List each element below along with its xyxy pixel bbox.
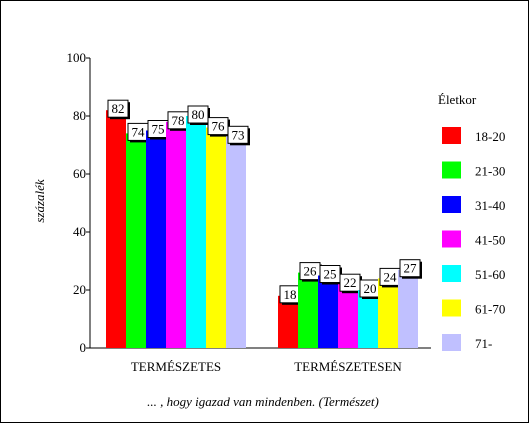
legend-swatch [442,299,461,317]
y-axis-label: százalék [32,179,47,223]
bar [358,290,378,348]
bar [146,130,166,348]
legend-title: Életkor [438,92,477,107]
data-label: 26 [304,264,318,279]
bar [226,136,246,348]
legend: Életkor 18-20 21-30 31-40 41-50 51-60 61-70 71… [438,92,505,351]
bar [126,133,146,348]
legend-swatch [442,196,461,213]
legend-swatch [442,127,461,144]
data-label: 20 [364,281,377,296]
data-label-box [399,259,421,278]
bar [186,116,206,348]
data-label: 73 [232,127,245,142]
data-label-box [107,99,129,118]
category-labels: TERMÉSZETES TERMÉSZETESEN [131,359,403,374]
bar [378,278,398,348]
bar [398,269,418,348]
data-label: 80 [192,107,205,122]
legend-label: 41-50 [475,233,505,248]
data-label-box [227,125,249,144]
y-tick-label: 60 [73,166,86,181]
legend-swatch [442,230,461,248]
bar [278,295,298,348]
bar [166,121,186,348]
y-tick-label: 100 [67,50,87,65]
data-label: 75 [152,122,165,137]
bar [106,110,126,348]
y-tick-label: 0 [80,340,87,355]
data-label: 18 [284,287,297,302]
x-axis-caption: ... , hogy igazad van mindenben. (Termés… [147,394,379,409]
bars: 82 74 75 78 80 76 73 18 26 25 22 20 24 27 [106,99,422,348]
legend-label: 61-70 [475,302,505,317]
data-label: 22 [344,275,357,290]
legend-label: 71- [475,336,492,351]
legend-swatch [442,161,461,179]
legend-label: 21-30 [475,164,505,179]
data-label: 74 [132,124,146,139]
data-label: 24 [384,269,398,284]
bar [338,284,358,348]
bar [206,127,226,348]
category-label: TERMÉSZETESEN [294,359,402,374]
data-label: 25 [324,267,337,282]
data-label: 76 [212,119,226,134]
y-tick-label: 80 [73,108,86,123]
legend-label: 31-40 [475,198,505,213]
legend-label: 51-60 [475,267,505,282]
data-label: 82 [112,101,125,116]
data-label-box [187,105,209,124]
legend-swatch [442,334,461,351]
y-tick-label: 40 [73,224,86,239]
bar [298,272,318,348]
legend-label: 18-20 [475,129,505,144]
category-label: TERMÉSZETES [131,359,221,374]
data-label: 27 [404,261,418,276]
y-tick-label: 20 [73,282,86,297]
bar [318,275,338,348]
legend-swatch [442,265,461,282]
data-label: 78 [172,113,185,128]
